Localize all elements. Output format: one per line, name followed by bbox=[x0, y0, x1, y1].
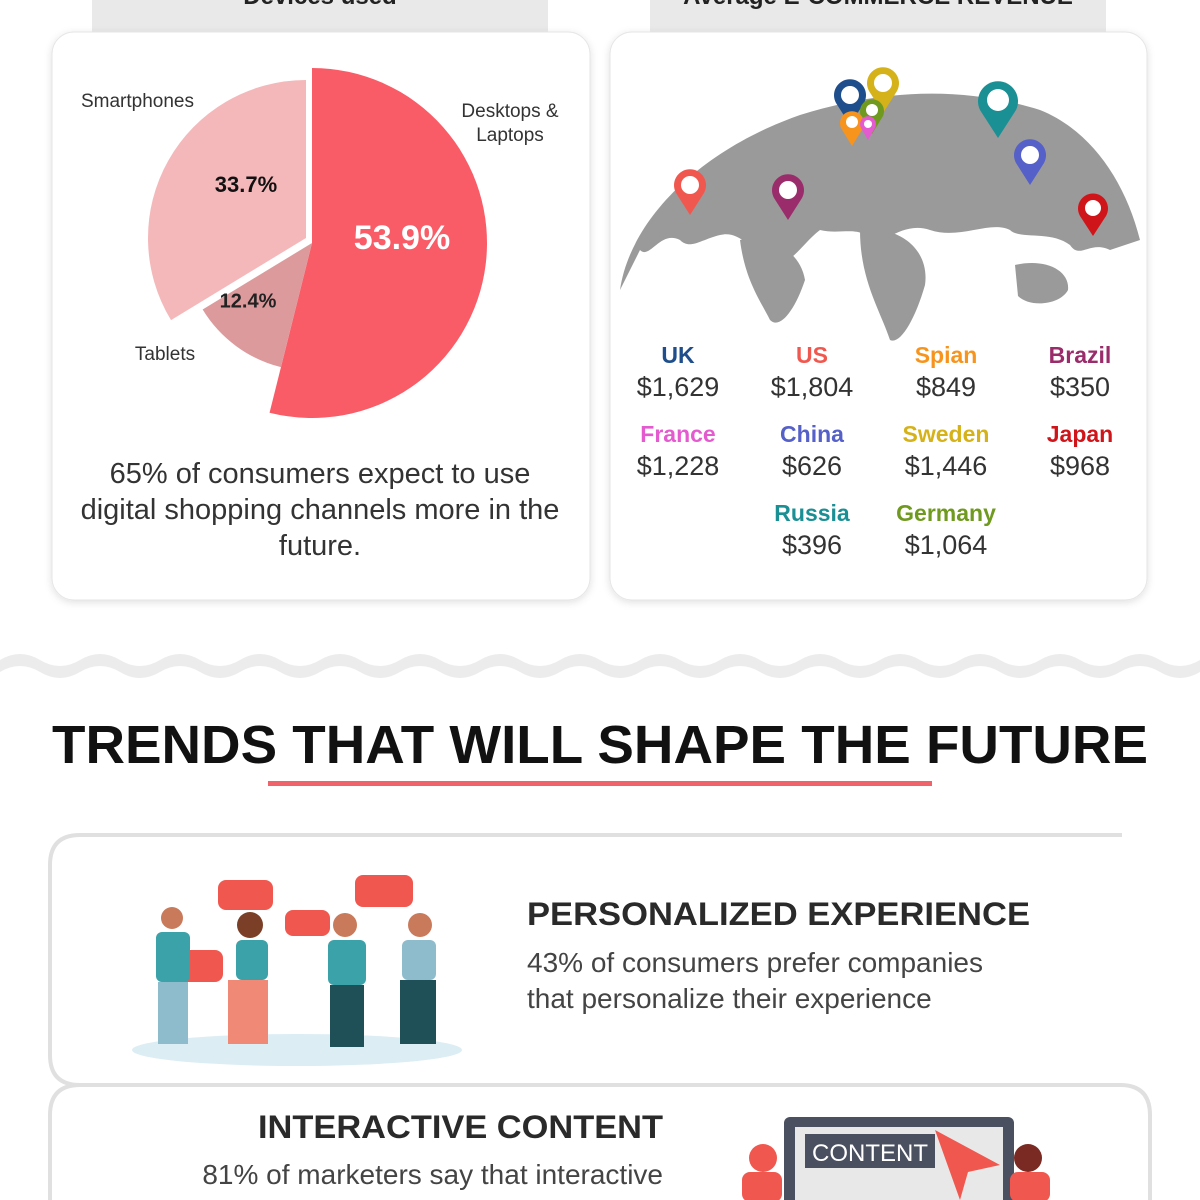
pie-label: Tablets bbox=[134, 344, 196, 365]
value-label: 33.7% bbox=[215, 172, 277, 197]
amount: $1,064 bbox=[905, 530, 988, 560]
pie: 53.9% 12.4% 33.7% bbox=[147, 68, 488, 418]
badge: CONTENT bbox=[812, 1140, 928, 1167]
section-title: TRENDS THAT WILL SHAPE THE FUTURE bbox=[52, 715, 1148, 775]
country: China bbox=[780, 421, 844, 447]
world-map bbox=[620, 93, 1140, 341]
pie-label: Desktops & Laptops bbox=[461, 101, 559, 146]
revenue-grid: UK $1,629 US $1,804 Spian $849 Brazil $350 Franc… bbox=[637, 342, 1114, 560]
pie-slice bbox=[147, 79, 306, 321]
pie-slice bbox=[202, 243, 312, 368]
map-pins bbox=[674, 67, 1108, 236]
underline bbox=[268, 781, 932, 786]
amount: $396 bbox=[782, 530, 842, 560]
trend-heading: INTERACTIVE CONTENT bbox=[258, 1109, 663, 1145]
tab bbox=[650, 0, 1106, 32]
country: US bbox=[796, 342, 828, 368]
pie-label: Smartphones bbox=[80, 91, 194, 112]
country: Sweden bbox=[903, 421, 990, 447]
trend-text: that personalize their experience bbox=[527, 983, 932, 1014]
amount: $1,446 bbox=[905, 451, 988, 481]
amount: $968 bbox=[1050, 451, 1110, 481]
trend-text: 81% of marketers say that interactive bbox=[202, 1159, 663, 1190]
pie-slice bbox=[269, 68, 488, 418]
amount: $1,629 bbox=[637, 372, 720, 402]
country: Russia bbox=[774, 500, 850, 526]
trend-text: 43% of consumers prefer companies bbox=[527, 947, 983, 978]
amount: $350 bbox=[1050, 372, 1110, 402]
caption: 65% of consumers expect to use digital s… bbox=[80, 458, 560, 562]
tab bbox=[92, 0, 548, 32]
country: Germany bbox=[896, 500, 996, 526]
amount: $626 bbox=[782, 451, 842, 481]
country: Spian bbox=[915, 342, 978, 368]
amount: $1,228 bbox=[637, 451, 720, 481]
country: UK bbox=[661, 342, 695, 368]
country: France bbox=[640, 421, 715, 447]
value-label: 12.4% bbox=[220, 290, 277, 312]
trend-heading: PERSONALIZED EXPERIENCE bbox=[527, 896, 1030, 932]
value-label: 53.9% bbox=[354, 219, 450, 257]
illustration-content: CONTENT bbox=[742, 1117, 1050, 1200]
trend-card bbox=[48, 833, 1122, 1087]
card-title: Average E-COMMERCE REVENUE bbox=[683, 0, 1073, 10]
country: Japan bbox=[1047, 421, 1113, 447]
amount: $849 bbox=[916, 372, 976, 402]
country: Brazil bbox=[1049, 342, 1112, 368]
amount: $1,804 bbox=[771, 372, 854, 402]
illustration-people bbox=[132, 875, 462, 1066]
divider bbox=[0, 654, 1200, 678]
